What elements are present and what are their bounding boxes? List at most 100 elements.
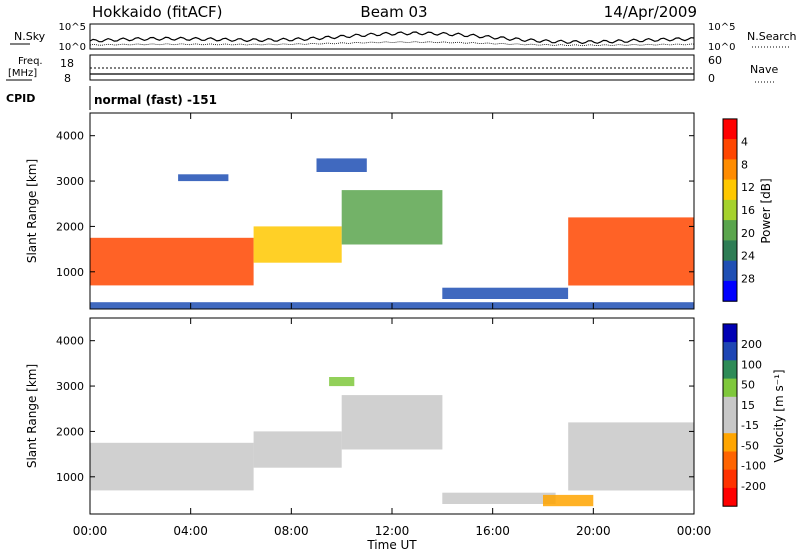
- velocity-feature: [442, 492, 556, 504]
- velocity-y-tick-label: 4000: [56, 335, 84, 348]
- power-y-tick-label: 2000: [56, 220, 84, 233]
- nsky-label: N.Sky: [14, 30, 46, 43]
- power-y-tick-label: 1000: [56, 266, 84, 279]
- velocity-colorbar-frame: [722, 323, 738, 507]
- velocity-colorbar-tick: 50: [741, 379, 755, 392]
- x-tick-label: 04:00: [173, 524, 208, 538]
- power-y-tick-label: 3000: [56, 175, 84, 188]
- power-colorbar-tick: 8: [741, 158, 748, 171]
- x-tick-label: 20:00: [576, 524, 611, 538]
- power-colorbar-swatch: [723, 199, 737, 221]
- power-feature: [316, 158, 367, 172]
- velocity-y-tick-label: 3000: [56, 380, 84, 393]
- power-feature: [568, 217, 694, 286]
- power-colorbar-swatch: [723, 159, 737, 181]
- velocity-feature: [253, 431, 342, 468]
- power-feature: [442, 287, 569, 299]
- power-feature: [90, 237, 254, 286]
- x-tick-label: 16:00: [475, 524, 510, 538]
- power-feature: [178, 174, 229, 182]
- cpid-value: normal (fast) -151: [94, 93, 217, 107]
- power-colorbar-swatch: [723, 240, 737, 262]
- power-colorbar-tick: 24: [741, 250, 755, 263]
- x-tick-label: 12:00: [375, 524, 410, 538]
- velocity-feature: [341, 395, 443, 450]
- freq-label: Freq.: [18, 56, 43, 67]
- nave-tick-bottom: 0: [708, 72, 715, 85]
- power-feature: [341, 190, 443, 245]
- velocity-colorbar: 200 100 50 15 -15 -50 -100 -200: [722, 323, 766, 507]
- power-colorbar-tick: 20: [741, 227, 755, 240]
- freq-tick-bottom: 8: [64, 72, 71, 85]
- power-colorbar-frame: [722, 118, 738, 302]
- velocity-panel: 1000 2000 3000 4000 Slant Range [km] 200 100…: [25, 317, 786, 515]
- velocity-y-tick-label: 1000: [56, 471, 84, 484]
- freq-unit-label: [MHz]: [8, 68, 37, 79]
- velocity-colorbar-swatch: [723, 323, 737, 343]
- nave-tick-top: 60: [708, 54, 722, 67]
- power-colorbar-swatch: [723, 118, 737, 140]
- velocity-colorbar-swatch: [723, 433, 737, 452]
- noise-panel-frame: [89, 23, 695, 50]
- power-y-label: Slant Range [km]: [25, 159, 39, 263]
- power-colorbar-label: Power [dB]: [759, 178, 773, 243]
- cpid-label: CPID: [6, 92, 35, 105]
- power-colorbar-tick: 12: [741, 181, 755, 194]
- power-feature: [253, 226, 342, 263]
- power-colorbar-swatch: [723, 260, 737, 282]
- velocity-colorbar-swatch: [723, 360, 737, 379]
- nsky-tick-bottom: 10^0: [59, 42, 86, 53]
- velocity-colorbar-tick: -50: [741, 439, 759, 452]
- freq-tick-top: 18: [60, 57, 74, 70]
- velocity-feature: [90, 442, 254, 491]
- power-colorbar-tick: 28: [741, 272, 755, 285]
- x-tick-label: 00:00: [677, 524, 712, 538]
- power-colorbar-tick: 16: [741, 204, 755, 217]
- power-colorbar-swatch: [723, 280, 737, 302]
- nsearch-label: N.Search: [747, 30, 797, 43]
- power-cells: [90, 158, 694, 309]
- velocity-colorbar-label: Velocity [m s⁻¹]: [772, 369, 786, 462]
- freq-panel: Freq. [MHz] 18 8 60 0 Nave: [6, 54, 778, 85]
- x-axis-ticks: 00:00 04:00 08:00 12:00 16:00 20:00 00:00: [73, 113, 712, 538]
- power-colorbar-swatch: [723, 139, 737, 160]
- velocity-y-ticks: 1000 2000 3000 4000: [56, 335, 694, 484]
- nsky-trace: [89, 31, 695, 45]
- power-colorbar-swatch: [723, 179, 737, 201]
- nsearch-tick-top: 10^5: [708, 22, 735, 33]
- velocity-feature: [568, 422, 694, 491]
- velocity-colorbar-swatch: [723, 396, 737, 416]
- beam-title: Beam 03: [360, 3, 427, 21]
- velocity-colorbar-swatch: [723, 378, 737, 398]
- power-panel: 1000 2000 3000 4000 Slant Range [km] 4 8 12 16…: [25, 112, 773, 310]
- station-title: Hokkaido (fitACF): [92, 3, 223, 21]
- velocity-colorbar-swatch: [723, 342, 737, 361]
- velocity-feature: [543, 494, 594, 507]
- power-colorbar-tick: 4: [741, 136, 748, 149]
- velocity-cells: [90, 377, 694, 507]
- noise-panel: N.Sky 10^5 10^0 10^5 10^0 N.Search: [10, 22, 797, 53]
- velocity-colorbar-tick: -15: [741, 419, 759, 432]
- velocity-colorbar-tick: 200: [741, 338, 762, 351]
- power-colorbar: 4 8 12 16 20 24 28: [722, 118, 755, 302]
- date-title: 14/Apr/2009: [604, 3, 697, 21]
- power-colorbar-swatch: [723, 220, 737, 241]
- x-tick-label: 08:00: [274, 524, 309, 538]
- velocity-colorbar-swatch: [723, 469, 737, 489]
- velocity-colorbar-swatch: [723, 451, 737, 471]
- nsky-tick-top: 10^5: [59, 22, 86, 33]
- nsearch-tick-bottom: 10^0: [708, 42, 735, 53]
- nsearch-trace: [89, 41, 695, 47]
- velocity-colorbar-tick: 15: [741, 399, 755, 412]
- velocity-y-tick-label: 2000: [56, 425, 84, 438]
- velocity-y-label: Slant Range [km]: [25, 364, 39, 468]
- velocity-colorbar-swatch: [723, 415, 737, 434]
- nave-label: Nave: [750, 63, 778, 76]
- velocity-colorbar-tick: -100: [741, 460, 766, 473]
- x-tick-label: 00:00: [73, 524, 108, 538]
- velocity-feature: [329, 377, 355, 387]
- x-axis-label: Time UT: [366, 538, 417, 552]
- velocity-colorbar-tick: -200: [741, 480, 766, 493]
- power-y-ticks: 1000 2000 3000 4000: [56, 130, 694, 279]
